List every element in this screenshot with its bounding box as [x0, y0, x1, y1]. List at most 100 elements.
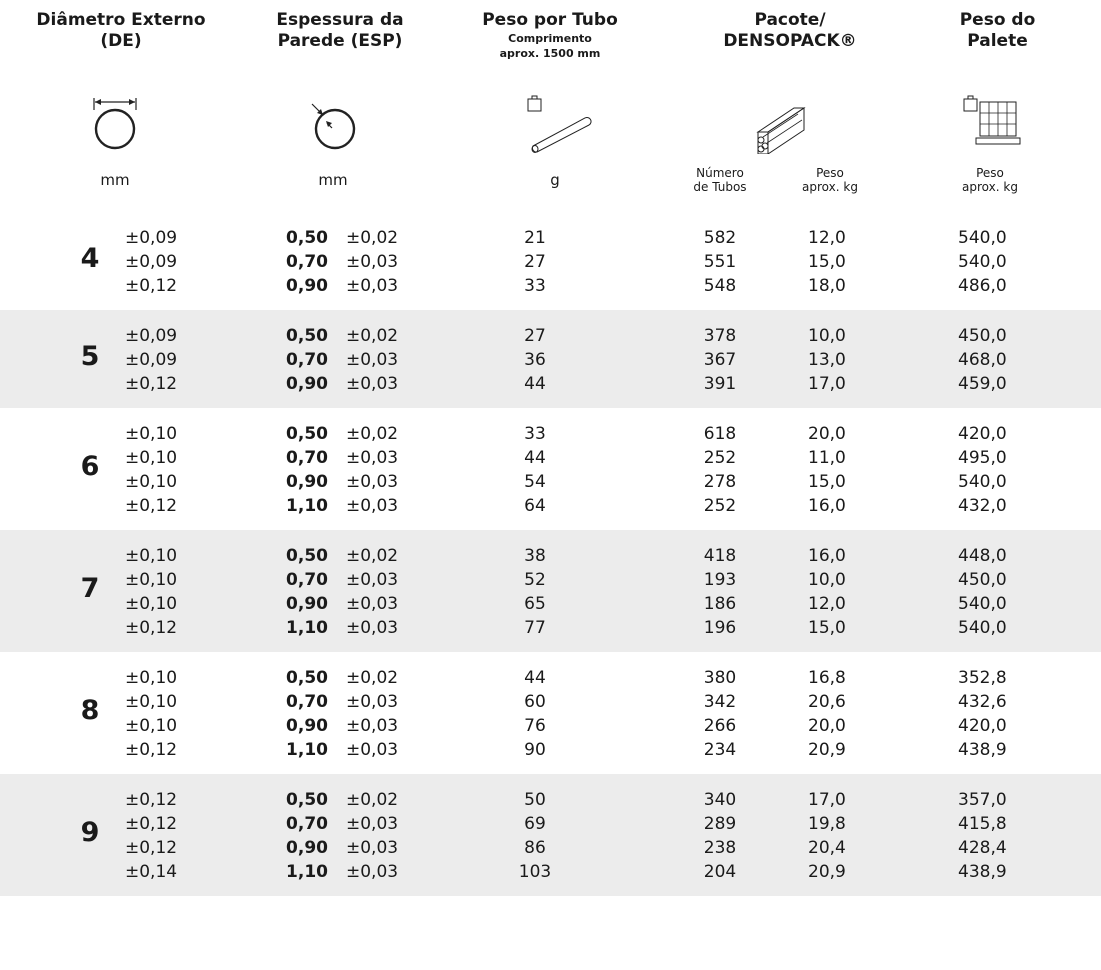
cell-peso-tubo: 86	[524, 838, 546, 858]
cell-espessura: 0,70	[286, 350, 328, 370]
cell-tol-de: ±0,10	[125, 692, 178, 712]
cell-num-tubos: 548	[703, 276, 737, 296]
unit-peso-palete: Peso aprox. kg	[950, 166, 1030, 194]
cell-tol-de: ±0,10	[125, 448, 178, 468]
table-row: ±0,09 0,50 ±0,02 21 582 12,0 540,0	[0, 226, 1101, 250]
cell-peso-palete: 352,8	[958, 668, 1007, 688]
cell-peso-palete: 357,0	[958, 790, 1007, 810]
cell-peso-palete: 495,0	[958, 448, 1007, 468]
table-group: 8 ±0,10 0,50 ±0,02 44 380 16,8 352,8 ±0,10 0,70 ±0…	[0, 652, 1101, 774]
cell-peso-pacote: 15,0	[808, 252, 846, 272]
cell-peso-pacote: 12,0	[808, 228, 846, 248]
header-peso-sub2: aprox. 1500 mm	[499, 47, 601, 60]
cell-num-tubos: 378	[703, 326, 737, 346]
table-row: ±0,12 0,90 ±0,03 33 548 18,0 486,0	[0, 274, 1101, 298]
cell-tol-de: ±0,09	[125, 326, 178, 346]
cell-num-tubos: 193	[703, 570, 737, 590]
cell-peso-palete: 432,6	[958, 692, 1007, 712]
cell-tol-de: ±0,14	[125, 862, 178, 882]
cell-peso-tubo: 44	[524, 374, 546, 394]
cell-peso-pacote: 20,0	[808, 424, 846, 444]
cell-peso-palete: 459,0	[958, 374, 1007, 394]
header-diametro-externo: Diâmetro Externo (DE)	[12, 10, 230, 52]
header-palete-line2: Palete	[967, 31, 1028, 51]
cell-peso-palete: 468,0	[958, 350, 1007, 370]
cell-peso-palete: 448,0	[958, 546, 1007, 566]
cell-num-tubos: 551	[703, 252, 737, 272]
group-outer-diameter: 8	[80, 695, 100, 726]
cell-peso-tubo: 65	[524, 594, 546, 614]
cell-tol-de: ±0,10	[125, 472, 178, 492]
cell-num-tubos: 380	[703, 668, 737, 688]
cell-peso-tubo: 64	[524, 496, 546, 516]
bundle-pack-icon	[756, 107, 806, 154]
cell-peso-palete: 450,0	[958, 326, 1007, 346]
cell-tol-de: ±0,12	[125, 496, 178, 516]
cell-tol-de: ±0,10	[125, 546, 178, 566]
cell-num-tubos: 196	[703, 618, 737, 638]
cell-tol-esp: ±0,03	[346, 862, 399, 882]
cell-tol-esp: ±0,03	[346, 570, 399, 590]
header-pacote: Pacote/ DENSOPACK®	[675, 10, 905, 52]
header-peso-por-tubo: Peso por Tubo Comprimento aprox. 1500 mm	[455, 10, 645, 61]
table-row: ±0,10 0,50 ±0,02 33 618 20,0 420,0	[0, 422, 1101, 446]
cell-num-tubos: 418	[703, 546, 737, 566]
cell-espessura: 0,90	[286, 374, 328, 394]
cell-peso-palete: 438,9	[958, 862, 1007, 882]
cell-peso-pacote: 16,0	[808, 496, 846, 516]
cell-num-tubos: 204	[703, 862, 737, 882]
table-row: ±0,14 1,10 ±0,03 103 204 20,9 438,9	[0, 860, 1101, 884]
outer-diameter-icon	[93, 98, 137, 150]
table-row: ±0,10 0,90 ±0,03 76 266 20,0 420,0	[0, 714, 1101, 738]
cell-peso-tubo: 52	[524, 570, 546, 590]
cell-espessura: 0,50	[286, 424, 328, 444]
cell-tol-de: ±0,12	[125, 618, 178, 638]
cell-num-tubos: 342	[703, 692, 737, 712]
cell-num-tubos: 391	[703, 374, 737, 394]
group-outer-diameter: 6	[80, 451, 100, 482]
cell-num-tubos: 266	[703, 716, 737, 736]
cell-tol-esp: ±0,03	[346, 594, 399, 614]
table-row: ±0,09 0,50 ±0,02 27 378 10,0 450,0	[0, 324, 1101, 348]
header-esp-line1: Espessura da	[276, 10, 404, 30]
table-row: ±0,12 1,10 ±0,03 77 196 15,0 540,0	[0, 616, 1101, 640]
cell-peso-pacote: 16,8	[808, 668, 846, 688]
cell-espessura: 0,70	[286, 692, 328, 712]
cell-espessura: 0,70	[286, 814, 328, 834]
cell-peso-pacote: 10,0	[808, 570, 846, 590]
unit-num-tubos: Número de Tubos	[690, 166, 750, 194]
group-outer-diameter: 7	[80, 573, 100, 604]
wall-thickness-icon	[311, 103, 356, 150]
cell-tol-esp: ±0,02	[346, 668, 399, 688]
cell-tol-de: ±0,12	[125, 838, 178, 858]
cell-tol-esp: ±0,03	[346, 618, 399, 638]
cell-tol-esp: ±0,03	[346, 472, 399, 492]
unit-peso-pacote: Peso aprox. kg	[790, 166, 870, 194]
cell-peso-palete: 438,9	[958, 740, 1007, 760]
cell-num-tubos: 238	[703, 838, 737, 858]
cell-tol-de: ±0,12	[125, 790, 178, 810]
group-outer-diameter: 4	[80, 243, 100, 274]
header-de-line2: (DE)	[100, 31, 142, 51]
cell-tol-esp: ±0,03	[346, 374, 399, 394]
cell-tol-esp: ±0,02	[346, 228, 399, 248]
table-group: 4 ±0,09 0,50 ±0,02 21 582 12,0 540,0 ±0,09 0,70 ±0…	[0, 212, 1101, 310]
unit-num-l2: de Tubos	[693, 180, 747, 194]
cell-num-tubos: 186	[703, 594, 737, 614]
cell-tol-esp: ±0,03	[346, 496, 399, 516]
unit-esp: mm	[318, 171, 348, 189]
unit-de: mm	[100, 171, 130, 189]
table-row: ±0,10 0,50 ±0,02 38 418 16,0 448,0	[0, 544, 1101, 568]
cell-tol-esp: ±0,02	[346, 546, 399, 566]
cell-espessura: 0,90	[286, 276, 328, 296]
cell-tol-de: ±0,12	[125, 740, 178, 760]
header-de-line1: Diâmetro Externo	[36, 10, 206, 30]
cell-espessura: 0,50	[286, 228, 328, 248]
cell-tol-esp: ±0,03	[346, 740, 399, 760]
cell-tol-esp: ±0,03	[346, 252, 399, 272]
cell-peso-pacote: 18,0	[808, 276, 846, 296]
cell-tol-esp: ±0,03	[346, 350, 399, 370]
table-row: ±0,10 0,50 ±0,02 44 380 16,8 352,8	[0, 666, 1101, 690]
cell-num-tubos: 278	[703, 472, 737, 492]
cell-tol-de: ±0,09	[125, 228, 178, 248]
